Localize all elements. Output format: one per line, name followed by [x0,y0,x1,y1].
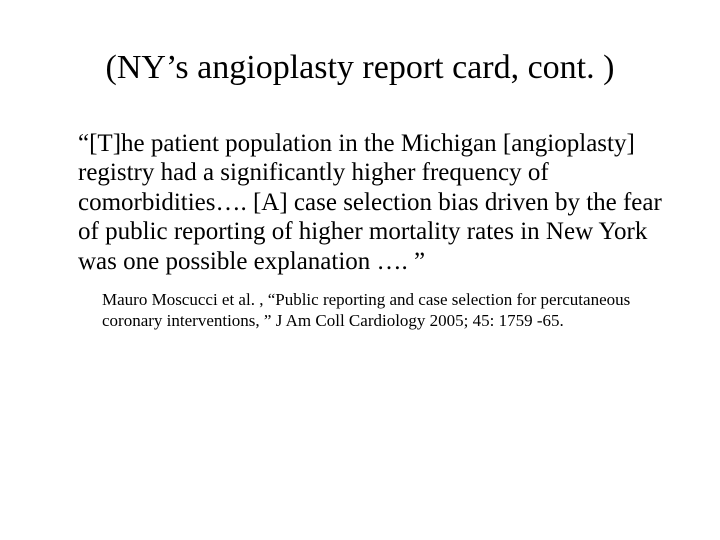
slide-container: (NY’s angioplasty report card, cont. ) “… [0,0,720,540]
slide-quote: “[T]he patient population in the Michiga… [78,129,662,277]
slide-citation: Mauro Moscucci et al. , “Public reportin… [102,290,650,331]
slide-title: (NY’s angioplasty report card, cont. ) [58,48,662,89]
